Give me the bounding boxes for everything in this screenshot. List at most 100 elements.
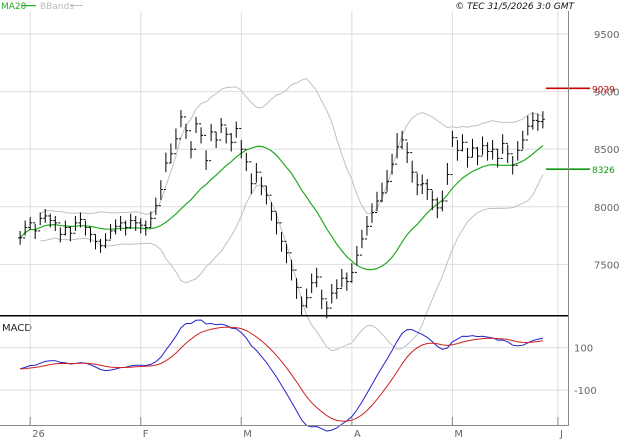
price-bar	[73, 215, 78, 234]
price-bar	[374, 191, 379, 214]
price-bar	[530, 112, 535, 130]
price-bar	[88, 226, 93, 243]
price-bar	[490, 139, 495, 160]
price-bar	[535, 113, 540, 131]
time-tick-label: 26	[32, 429, 45, 440]
price-bar	[354, 245, 359, 273]
macd-line	[19, 319, 543, 432]
price-bar	[153, 197, 158, 219]
price-bar	[194, 116, 199, 150]
price-bar	[430, 188, 435, 211]
price-bar	[113, 219, 118, 235]
price-bar	[304, 288, 309, 309]
price-bar	[128, 213, 133, 229]
price-tick-label: 9000	[594, 88, 619, 99]
price-bar	[239, 127, 244, 159]
time-tick-label: A	[354, 429, 361, 440]
panel-separator	[0, 315, 568, 317]
price-bar	[108, 224, 113, 241]
price-grid	[0, 11, 568, 315]
price-bar	[480, 136, 485, 157]
price-bar	[314, 267, 319, 288]
price-bar	[520, 130, 525, 151]
price-bar	[515, 141, 520, 166]
price-bar	[485, 142, 490, 161]
time-tick-label: J	[559, 429, 563, 440]
price-bar	[219, 118, 224, 141]
price-bar	[148, 211, 153, 228]
price-bar	[229, 133, 234, 152]
time-tick-label: M	[243, 429, 252, 440]
price-bar	[284, 240, 289, 264]
price-bar	[525, 115, 530, 141]
price-bar	[390, 153, 395, 182]
price-bar	[279, 222, 284, 252]
price-bar	[123, 220, 128, 236]
price-bar	[214, 131, 219, 149]
time-tick-label: M	[454, 429, 463, 440]
price-bar	[334, 279, 339, 299]
price-bar	[269, 194, 274, 221]
price-bar	[369, 203, 374, 227]
price-bar	[178, 110, 183, 140]
price-bar	[158, 180, 163, 207]
macd-grid	[0, 318, 568, 424]
macd-panel: MACD 100 -100	[0, 318, 597, 432]
price-bar	[329, 283, 334, 309]
price-bar	[500, 134, 505, 159]
price-bar	[173, 128, 178, 155]
price-bar	[209, 123, 214, 162]
price-bar	[395, 133, 400, 165]
price-bar	[415, 171, 420, 196]
price-bar	[249, 161, 254, 195]
price-bar	[163, 152, 168, 190]
price-bar	[234, 121, 239, 143]
price-bar	[420, 174, 425, 195]
price-bar	[38, 212, 43, 232]
time-tick-label: F	[143, 429, 149, 440]
price-tick-label: 8500	[594, 145, 619, 156]
bbands-legend-swatch	[71, 5, 83, 6]
price-bar	[83, 218, 88, 236]
ma-legend-swatch	[22, 5, 36, 7]
price-bar	[18, 230, 23, 245]
bollinger-upper-line	[39, 77, 544, 215]
source-timestamp: © TEC 31/5/2026 3:0 GMT	[455, 2, 575, 12]
price-bar	[78, 212, 83, 228]
macd-signal-line	[20, 326, 543, 422]
price-plot-area	[0, 11, 568, 315]
price-bar	[510, 153, 515, 175]
bbands-legend-label: BBands	[40, 2, 74, 12]
price-bar	[475, 146, 480, 166]
price-bar	[294, 269, 299, 299]
price-bar	[319, 276, 324, 310]
macd-tick-label: -100	[574, 386, 597, 397]
price-bar	[274, 210, 279, 235]
price-bar	[344, 272, 349, 291]
price-bar	[58, 222, 63, 243]
price-bar	[43, 209, 48, 223]
price-bar	[254, 163, 259, 185]
price-bar	[450, 130, 455, 176]
price-bar	[68, 226, 73, 242]
price-bar	[380, 182, 385, 203]
right-axis-border	[568, 11, 569, 426]
price-bar	[410, 152, 415, 183]
price-bar	[244, 148, 249, 172]
price-bar	[199, 123, 204, 144]
price-bar	[460, 134, 465, 152]
resistance-level-label: 9029	[592, 85, 615, 95]
price-bar	[28, 217, 33, 230]
price-bar	[289, 252, 294, 281]
price-bar	[425, 179, 430, 200]
price-bars	[18, 110, 545, 319]
price-bar	[440, 190, 445, 212]
price-bar	[118, 215, 123, 231]
price-bar	[183, 116, 188, 139]
price-tick-label: 9500	[594, 30, 619, 41]
macd-title: MACD	[2, 323, 32, 334]
price-bar	[465, 141, 470, 168]
price-bar	[364, 215, 369, 240]
price-bar	[189, 130, 194, 159]
